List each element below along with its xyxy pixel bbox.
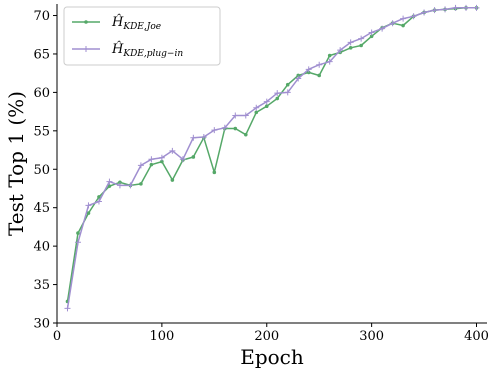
data-point xyxy=(170,178,175,182)
data-point xyxy=(106,178,113,185)
data-point xyxy=(401,23,405,28)
legend-item: ĤKDE,Joe xyxy=(72,14,161,32)
data-point xyxy=(326,58,333,65)
series-2 xyxy=(64,4,480,312)
data-point xyxy=(148,156,155,163)
data-point xyxy=(254,110,259,115)
data-point xyxy=(305,66,312,73)
x-tick-label: 200 xyxy=(254,329,279,344)
data-point xyxy=(264,104,269,109)
y-tick-label: 40 xyxy=(33,240,50,255)
y-axis-label: Test Top 1 (%) xyxy=(4,91,28,236)
data-point xyxy=(463,4,470,11)
data-point xyxy=(295,75,302,82)
x-axis-label: Epoch xyxy=(240,345,304,369)
data-point xyxy=(243,132,248,137)
data-point xyxy=(64,305,71,312)
data-point xyxy=(118,180,122,185)
data-point xyxy=(95,198,102,205)
data-point xyxy=(400,15,407,22)
data-point xyxy=(85,202,92,209)
data-point xyxy=(127,182,134,189)
legend-label: ĤKDE,Joe xyxy=(111,14,161,32)
data-point xyxy=(139,182,143,186)
x-tick-label: 400 xyxy=(464,329,489,344)
data-point xyxy=(369,34,374,39)
data-point xyxy=(191,155,196,159)
data-point xyxy=(358,35,365,42)
data-point xyxy=(410,13,417,20)
data-point xyxy=(179,156,186,163)
y-tick-label: 65 xyxy=(33,47,50,62)
data-point xyxy=(158,154,165,161)
data-point xyxy=(169,147,176,154)
legend-label: ĤKDE,plug−in xyxy=(111,41,183,59)
y-tick-label: 30 xyxy=(33,317,50,332)
x-tick-label: 0 xyxy=(53,329,61,344)
y-tick-label: 35 xyxy=(33,278,50,293)
data-point xyxy=(74,239,81,246)
data-point xyxy=(431,7,438,14)
data-point xyxy=(253,104,260,111)
legend-item: ĤKDE,plug−in xyxy=(72,41,183,59)
data-point xyxy=(317,73,321,78)
legend: ĤKDE,Joe ĤKDE,plug−in xyxy=(63,6,221,66)
data-point xyxy=(327,53,332,58)
data-point xyxy=(76,231,80,235)
data-point xyxy=(347,39,354,46)
legend-marker xyxy=(83,46,89,52)
data-point xyxy=(316,61,323,68)
data-point xyxy=(306,70,311,75)
data-point xyxy=(263,98,270,105)
data-point xyxy=(86,211,91,215)
y-tick-label: 60 xyxy=(33,86,50,101)
series-line xyxy=(66,7,477,302)
data-point xyxy=(232,112,239,119)
y-tick-label: 50 xyxy=(33,163,50,178)
data-point xyxy=(368,29,375,36)
data-point xyxy=(149,162,154,167)
data-point xyxy=(97,195,101,199)
y-tick-label: 70 xyxy=(33,9,50,24)
data-point xyxy=(274,90,281,97)
data-point xyxy=(473,4,480,11)
data-point xyxy=(359,43,363,48)
data-point xyxy=(284,89,291,96)
data-point xyxy=(421,9,428,16)
data-point xyxy=(348,46,353,50)
data-point xyxy=(452,4,459,11)
data-point xyxy=(116,182,123,189)
axes: 0 100 200 300 400 30 35 40 45 50 55 60 65 70 xyxy=(33,4,489,344)
legend-marker xyxy=(84,20,88,24)
data-point xyxy=(442,6,449,13)
data-point xyxy=(275,96,280,101)
data-point xyxy=(211,127,218,134)
data-point xyxy=(200,133,207,140)
data-point xyxy=(296,73,301,78)
series-layer xyxy=(64,4,480,312)
series-line xyxy=(66,7,477,309)
data-point xyxy=(285,82,290,87)
data-point xyxy=(379,25,386,32)
data-point xyxy=(233,126,238,131)
data-point xyxy=(221,124,228,131)
data-point xyxy=(190,134,197,141)
y-tick-label: 55 xyxy=(33,124,50,139)
x-tick-label: 300 xyxy=(359,329,384,344)
data-point xyxy=(160,159,164,164)
data-point xyxy=(212,170,217,175)
data-point xyxy=(242,112,249,119)
x-tick-label: 100 xyxy=(149,329,174,344)
data-point xyxy=(107,184,112,188)
data-point xyxy=(137,162,144,169)
data-point xyxy=(389,20,396,27)
data-point xyxy=(337,47,344,54)
y-tick-label: 45 xyxy=(33,201,50,216)
legend-box xyxy=(63,6,221,66)
